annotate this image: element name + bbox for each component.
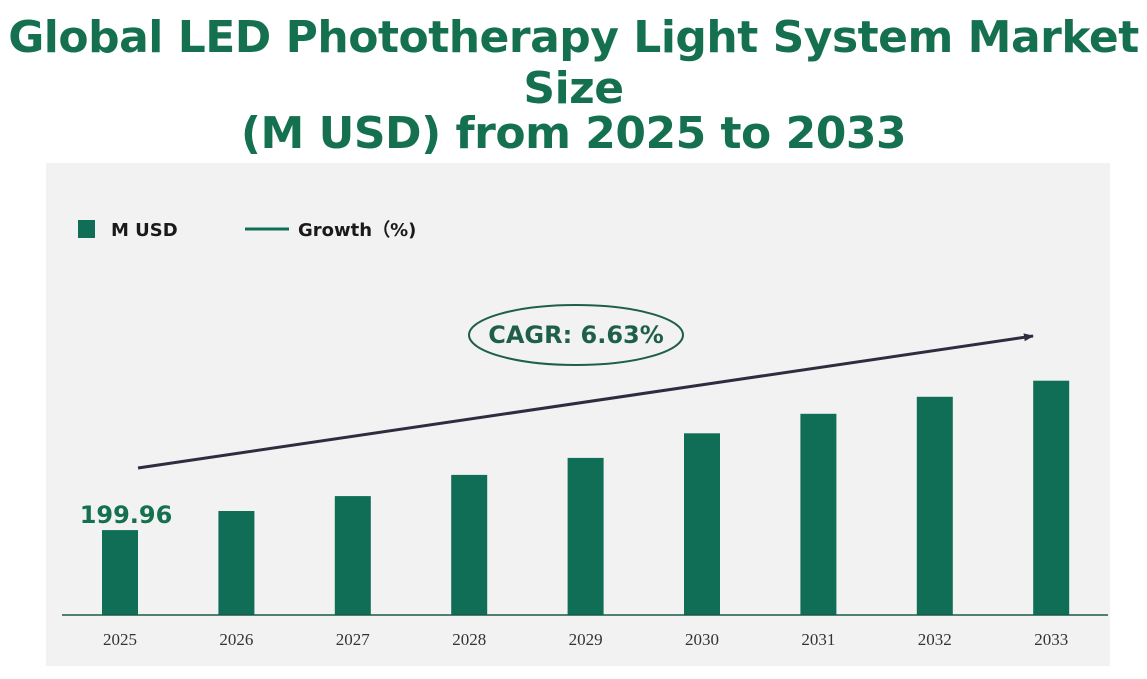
trend-arrow <box>137 333 1034 470</box>
x-tick-label-2032: 2032 <box>918 630 952 649</box>
bar-2032 <box>916 396 953 615</box>
bar-2033 <box>1033 380 1070 615</box>
data-label-2025: 199.96 <box>80 501 173 529</box>
x-tick-label-2027: 2027 <box>336 630 371 649</box>
x-tick-label-2029: 2029 <box>569 630 603 649</box>
x-tick-labels: 2025 2026 2027 2028 2029 2030 2031 2032 2033 <box>103 630 1068 649</box>
bars-group: 199.96 <box>80 380 1070 615</box>
x-tick-label-2030: 2030 <box>685 630 719 649</box>
bar-2029 <box>567 457 604 615</box>
legend-bar-label: M USD <box>111 220 178 241</box>
bar-2028 <box>451 474 488 615</box>
bar-2030 <box>684 433 720 615</box>
bar-2025 <box>102 530 138 615</box>
legend-bar-swatch <box>78 220 95 238</box>
x-tick-label-2025: 2025 <box>103 630 137 649</box>
x-tick-label-2033: 2033 <box>1034 630 1068 649</box>
chart-title-line2: (M USD) from 2025 to 2033 <box>240 108 907 159</box>
legend-line-label: Growth（%) <box>298 220 416 241</box>
x-tick-label-2026: 2026 <box>219 630 253 649</box>
x-tick-label-2028: 2028 <box>452 630 486 649</box>
chart-title-line1: Global LED Phototherapy Light System Mar… <box>8 12 1139 114</box>
bar-2026 <box>218 511 255 615</box>
x-tick-label-2031: 2031 <box>801 630 835 649</box>
bar-2027 <box>334 496 371 615</box>
bar-2031 <box>800 413 837 615</box>
cagr-label: CAGR: 6.63% <box>488 321 664 349</box>
cagr-ellipse <box>468 304 684 366</box>
